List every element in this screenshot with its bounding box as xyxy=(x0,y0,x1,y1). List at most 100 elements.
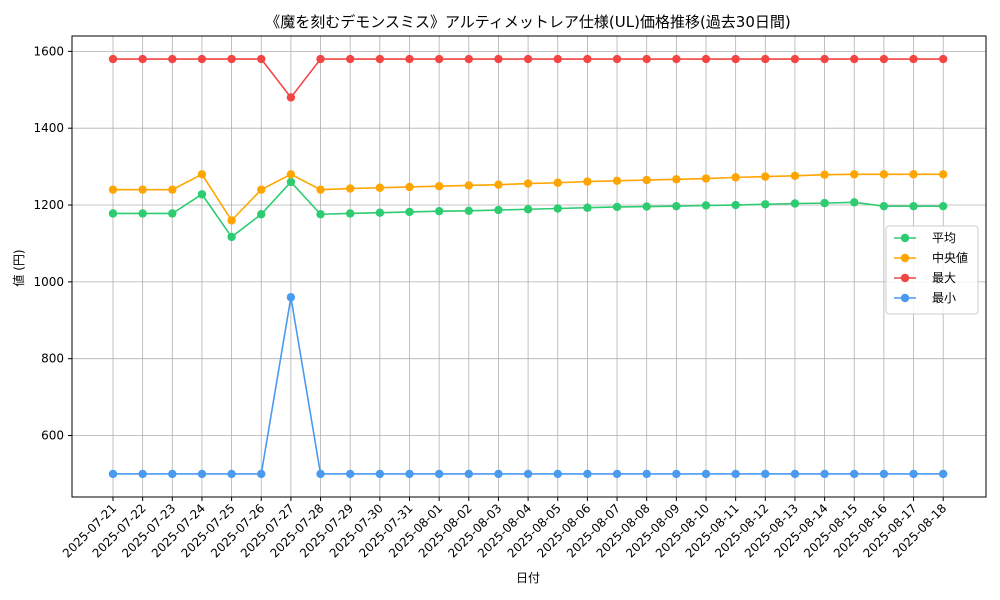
data-point xyxy=(523,469,533,479)
data-point xyxy=(850,170,859,179)
data-point xyxy=(761,172,770,181)
data-point xyxy=(701,54,711,64)
series-2 xyxy=(108,54,948,102)
data-point xyxy=(583,203,592,212)
data-point xyxy=(642,469,651,479)
y-tick-label: 1000 xyxy=(33,275,64,289)
data-point xyxy=(612,54,622,64)
y-axis-label: 値 (円) xyxy=(11,249,26,286)
data-point xyxy=(316,210,325,219)
data-point xyxy=(464,206,473,215)
data-point xyxy=(257,469,266,479)
data-point xyxy=(346,209,355,218)
data-point xyxy=(939,469,948,479)
legend-label: 中央値 xyxy=(932,250,968,265)
data-point xyxy=(583,177,592,186)
data-point xyxy=(138,469,147,479)
data-point xyxy=(790,171,800,181)
data-point xyxy=(850,198,859,207)
data-point xyxy=(820,469,829,479)
data-point xyxy=(257,54,266,64)
data-point xyxy=(316,54,325,64)
data-point xyxy=(434,206,444,216)
data-point xyxy=(346,184,355,193)
data-point xyxy=(257,185,266,194)
data-point xyxy=(761,54,770,64)
data-point xyxy=(494,469,503,479)
data-point xyxy=(138,209,147,218)
data-point xyxy=(168,185,177,194)
data-point xyxy=(257,210,266,219)
series-0 xyxy=(108,177,948,242)
series-3 xyxy=(108,293,948,479)
data-point xyxy=(820,54,829,64)
data-point xyxy=(405,207,414,217)
data-point xyxy=(227,232,236,242)
data-point xyxy=(316,469,325,479)
data-point xyxy=(197,190,207,199)
data-point xyxy=(405,54,414,64)
y-axis: 600 800 1000 1200 1400 1600 xyxy=(33,44,72,443)
data-point xyxy=(464,469,473,479)
y-tick-label: 800 xyxy=(41,352,64,366)
data-point xyxy=(197,170,207,179)
legend-marker xyxy=(900,273,910,283)
data-point xyxy=(227,469,236,479)
data-point xyxy=(879,201,889,211)
data-point xyxy=(108,185,118,194)
y-tick-label: 1600 xyxy=(33,44,64,58)
data-point xyxy=(939,54,948,64)
data-point xyxy=(909,54,918,64)
data-point xyxy=(879,469,889,479)
data-point xyxy=(701,469,711,479)
data-point xyxy=(494,180,503,189)
data-point xyxy=(731,54,740,64)
data-point xyxy=(375,183,385,192)
y-tick-label: 1200 xyxy=(33,198,64,212)
data-point xyxy=(612,176,622,186)
data-point xyxy=(850,54,859,64)
data-point xyxy=(553,204,562,213)
data-point xyxy=(523,205,533,214)
data-point xyxy=(286,93,296,102)
legend-marker xyxy=(900,253,910,263)
legend-label: 平均 xyxy=(932,231,956,245)
plot-frame xyxy=(71,35,987,498)
data-point xyxy=(642,175,651,185)
data-point xyxy=(909,201,918,211)
data-point xyxy=(286,170,296,179)
chart-title: 《魔を刻むデモンスミス》アルティメットレア仕様(UL)価格推移(過去30日間) xyxy=(265,13,790,31)
x-axis-label: 日付 xyxy=(516,571,540,585)
data-point xyxy=(553,54,562,64)
data-point xyxy=(909,170,918,179)
legend-marker xyxy=(900,233,910,243)
data-point xyxy=(168,209,177,218)
data-point xyxy=(464,181,473,190)
data-point xyxy=(168,469,177,479)
data-point xyxy=(939,170,948,179)
data-point xyxy=(464,54,473,64)
data-point xyxy=(375,54,385,64)
data-point xyxy=(820,198,829,208)
data-point xyxy=(642,54,651,64)
legend-label: 最大 xyxy=(932,271,956,285)
data-point xyxy=(138,54,147,64)
data-point xyxy=(197,469,207,479)
data-point xyxy=(761,469,770,479)
data-point xyxy=(405,469,414,479)
data-point xyxy=(761,200,770,209)
data-point xyxy=(286,177,296,187)
data-point xyxy=(523,179,533,188)
data-point xyxy=(879,170,889,179)
data-point xyxy=(197,54,207,64)
data-point xyxy=(672,54,681,64)
data-point xyxy=(227,216,236,225)
data-point xyxy=(168,54,177,64)
data-point xyxy=(375,208,385,217)
y-tick-label: 1400 xyxy=(33,121,64,135)
data-point xyxy=(731,469,740,479)
data-point xyxy=(790,199,800,208)
data-point xyxy=(820,170,829,179)
data-point xyxy=(672,469,681,479)
